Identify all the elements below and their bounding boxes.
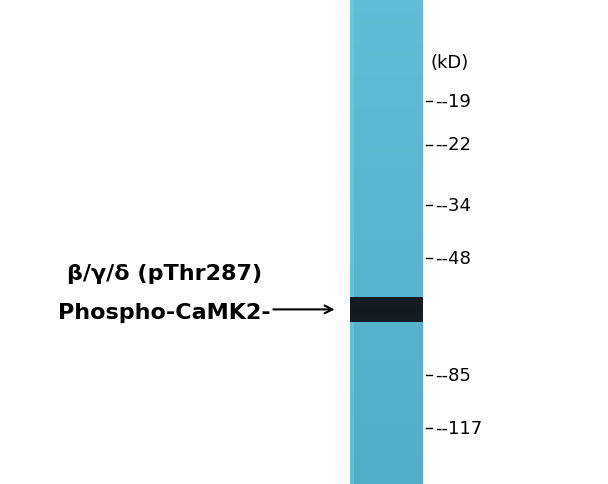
Text: --19: --19 [435,92,471,111]
Text: --22: --22 [435,136,471,154]
Text: --34: --34 [435,197,471,215]
Text: --48: --48 [435,250,471,268]
Text: --85: --85 [435,366,471,384]
Text: Phospho-CaMK2-: Phospho-CaMK2- [58,302,271,322]
Text: (kD): (kD) [431,54,469,72]
Text: β/γ/δ (pThr287): β/γ/δ (pThr287) [67,263,261,284]
Text: --117: --117 [435,419,482,438]
